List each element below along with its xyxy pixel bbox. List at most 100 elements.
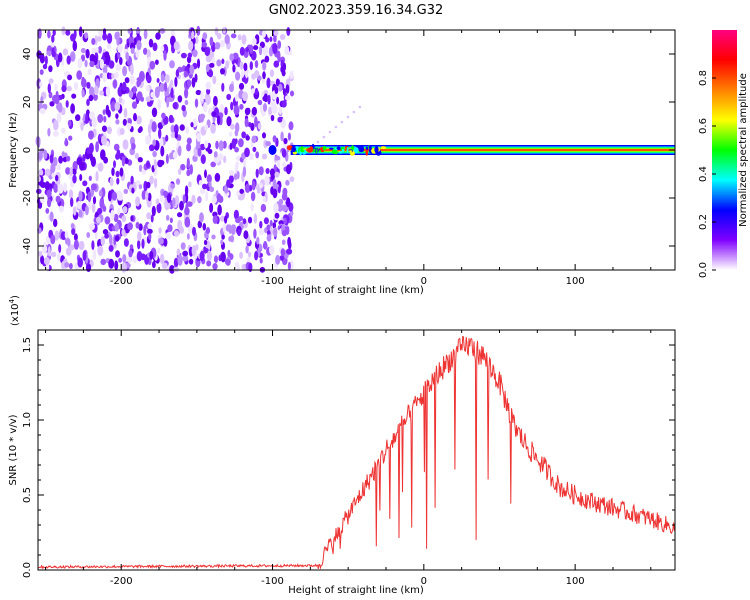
- spectrogram-noise-blob: [78, 190, 83, 202]
- spectrogram-noise-blob: [281, 204, 288, 212]
- spectrogram-noise-blob: [98, 46, 102, 54]
- spectrogram-noise-blob: [137, 231, 142, 241]
- spectrogram-noise-blob: [192, 49, 198, 58]
- spectrogram-noise-blob: [226, 116, 232, 127]
- spectrogram-noise-blob: [234, 129, 239, 137]
- spectrogram-noise-blob: [245, 245, 249, 254]
- spectrogram-noise-blob: [275, 254, 281, 265]
- spectrogram-noise-blob: [67, 119, 72, 127]
- spectrogram-noise-blob: [241, 76, 247, 83]
- spectrogram-noise-blob: [45, 208, 50, 214]
- spectrogram-noise-blob: [149, 250, 154, 260]
- spectrogram-noise-blob: [117, 207, 121, 216]
- spectrogram-noise-blob: [174, 195, 180, 205]
- spectrogram-noise-blob: [131, 187, 135, 194]
- spectrogram-noise-blob: [208, 181, 212, 188]
- spectrogram-noise-blob: [152, 150, 157, 158]
- spectrogram-noise-blob: [177, 95, 183, 103]
- spectrogram-noise-blob: [91, 202, 96, 213]
- spectrogram-noise-blob: [70, 33, 76, 42]
- spectrogram-noise-blob: [267, 94, 271, 105]
- spectrogram-noise-blob: [91, 117, 98, 128]
- spectrogram-noise-blob: [49, 101, 55, 107]
- spectrogram-noise-blob: [147, 228, 153, 234]
- spectrogram-noise-blob: [202, 32, 208, 40]
- spectrogram-noise-blob: [82, 154, 86, 163]
- spectrogram-noise-blob: [160, 73, 165, 83]
- spectrogram-noise-blob: [224, 258, 231, 266]
- spectrogram-noise-blob: [80, 54, 86, 62]
- spectrogram-noise-blob: [179, 124, 185, 131]
- signal-blob: [291, 146, 297, 153]
- spectrogram-noise-blob: [140, 96, 144, 102]
- spectrogram-noise-blob: [108, 60, 115, 69]
- spectrogram-noise-blob: [159, 137, 164, 148]
- spectrogram-noise-blob: [115, 113, 119, 119]
- spectrogram-noise-blob: [184, 99, 189, 106]
- spectrogram-noise-blob: [191, 77, 196, 88]
- spectrogram-noise-blob: [206, 260, 212, 267]
- spectrogram-noise-blob: [88, 200, 92, 211]
- spectrogram-noise-blob: [157, 247, 161, 254]
- spectrogram-noise-blob: [102, 28, 107, 35]
- spectrogram-noise-blob: [56, 112, 62, 123]
- spectrogram-noise-blob: [43, 256, 50, 266]
- spectrogram-noise-blob: [66, 55, 71, 65]
- spectrogram-noise-blob: [157, 98, 162, 110]
- spectrogram-noise-blob: [235, 161, 240, 168]
- spectrogram-noise-blob: [196, 25, 201, 36]
- spectrogram-noise-blob: [123, 107, 128, 118]
- spectrogram-noise-blob: [53, 183, 59, 193]
- spectrogram-noise-blob: [221, 58, 225, 65]
- spectrogram-noise-blob: [109, 234, 113, 246]
- spectrogram-noise-blob: [270, 173, 275, 180]
- spectrogram-noise-blob: [110, 101, 117, 112]
- spectrogram-noise-blob: [38, 150, 43, 161]
- spectrogram-noise-blob: [99, 90, 104, 96]
- spectrogram-noise-blob: [128, 35, 134, 45]
- spectrogram-noise-blob: [168, 114, 174, 124]
- spectrogram-noise-blob: [39, 108, 46, 115]
- spectrogram-noise-blob: [104, 233, 109, 239]
- spectrogram-noise-blob: [232, 64, 236, 73]
- snr-panel: -200 -100 0 100 0.0 0.5 1.0 1.5 Height of strai…: [8, 295, 676, 596]
- spectrogram-noise-blob: [143, 28, 148, 40]
- spectrogram-noise-blob: [228, 224, 232, 235]
- spectrogram-noise-blob: [198, 180, 203, 186]
- spectrogram-noise-blob: [39, 81, 43, 88]
- spectrogram-noise-blob: [114, 260, 119, 271]
- spectrogram-noise-blob: [259, 220, 263, 229]
- spectrogram-noise-blob: [245, 69, 249, 79]
- spectrogram-noise-blob: [85, 113, 89, 125]
- spectrogram-noise-blob: [251, 106, 257, 116]
- spectrogram-noise-blob: [204, 140, 209, 149]
- spectrogram-noise-blob: [272, 178, 277, 190]
- spectrogram-noise-blob: [46, 189, 52, 198]
- spectrogram-noise-blob: [73, 239, 79, 250]
- spectrogram-noise-blob: [236, 263, 240, 272]
- spectrogram-noise-blob: [177, 254, 183, 266]
- spectrogram-noise-blob: [80, 47, 86, 54]
- snr-plot-area: [38, 330, 675, 570]
- colorbar-gradient: [712, 30, 737, 270]
- spectrogram-noise-blob: [248, 262, 253, 273]
- spectrogram-noise-blob: [268, 106, 273, 115]
- spectrogram-noise-blob: [78, 26, 83, 37]
- y-tick-label: 0: [22, 147, 33, 153]
- spectrogram-noise-blob: [110, 209, 115, 221]
- spectrogram-noise-blob: [138, 223, 143, 231]
- spectrogram-noise-blob: [145, 190, 149, 201]
- spectrogram-noise-blob: [234, 146, 240, 153]
- spectrogram-noise-blob: [98, 189, 103, 197]
- spectrogram-noise-blob: [210, 123, 216, 134]
- spectrogram-noise-blob: [69, 263, 73, 270]
- spectrogram-noise-blob: [91, 38, 96, 45]
- spectrogram-noise-blob: [263, 217, 269, 225]
- spectrogram-noise-blob: [76, 200, 82, 210]
- spectrogram-noise-blob: [214, 27, 219, 36]
- spectrogram-noise-blob: [64, 137, 68, 147]
- spectrogram-noise-blob: [84, 32, 89, 39]
- spectrogram-noise-blob: [89, 86, 95, 97]
- spectrogram-noise-blob: [130, 64, 134, 76]
